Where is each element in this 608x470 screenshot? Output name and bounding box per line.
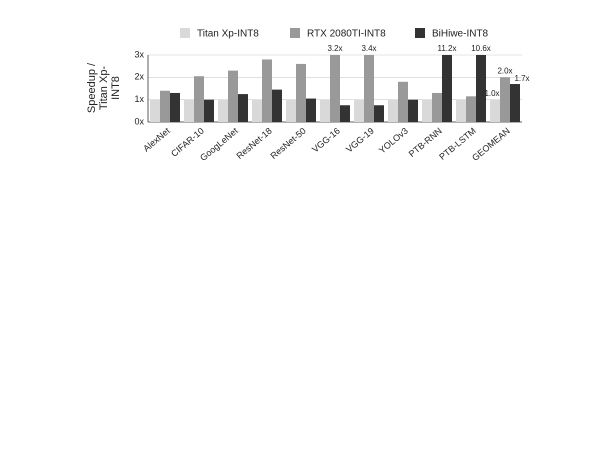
bar: [286, 99, 296, 122]
bar: [364, 55, 374, 122]
bar: [218, 99, 228, 122]
bar: [354, 99, 364, 122]
value-label: 3.4x: [361, 44, 376, 53]
x-tick-label: GEOMEAN: [470, 126, 512, 163]
bar: [228, 70, 238, 122]
bar: [262, 59, 272, 122]
bar: [170, 92, 180, 122]
bar: [160, 90, 170, 122]
value-label: 1.0x: [484, 89, 499, 98]
bar: [510, 84, 520, 122]
legend-label: BiHiwe-INT8: [432, 29, 489, 40]
bar: [272, 89, 282, 122]
value-label: 11.2x: [438, 44, 457, 53]
bar: [432, 92, 442, 122]
bar: [296, 63, 306, 122]
bar: [150, 99, 160, 122]
bar: [204, 99, 214, 122]
value-label: 3.2x: [327, 44, 342, 53]
legend-label: RTX 2080TI-INT8: [307, 29, 386, 40]
y-tick-label: 2x: [134, 72, 144, 82]
x-tick-label: VGG-16: [310, 126, 342, 155]
bar: [476, 55, 486, 122]
bar: [340, 105, 350, 122]
value-label: 10.6x: [471, 44, 491, 53]
legend-swatch: [290, 28, 300, 38]
value-label: 2.0x: [497, 66, 512, 75]
bar: [398, 81, 408, 122]
bar: [490, 99, 500, 122]
bar: [456, 99, 466, 122]
y-tick-label: 3x: [134, 49, 144, 59]
bar: [306, 98, 316, 122]
bar: [374, 105, 384, 122]
bar: [466, 96, 476, 122]
x-tick-label: VGG-19: [344, 126, 376, 155]
bar: [422, 99, 432, 122]
y-axis-title: Speedup /: [86, 62, 98, 113]
bar: [194, 76, 204, 122]
bar: [408, 99, 418, 122]
legend-swatch: [180, 28, 190, 38]
x-tick-label: GoogLeNet: [198, 125, 240, 163]
x-tick-label: ResNet-18: [234, 126, 273, 161]
value-label: 1.7x: [514, 74, 529, 83]
bar: [184, 99, 194, 122]
bar: [330, 55, 340, 122]
y-tick-label: 0x: [134, 116, 144, 126]
x-tick-label: AlexNet: [141, 125, 172, 153]
y-tick-label: 1x: [134, 94, 144, 104]
bar: [500, 77, 510, 122]
bar: [388, 99, 398, 122]
x-tick-label: YOLOv3: [377, 126, 410, 156]
y-axis-title: INT8: [110, 76, 122, 100]
legend-swatch: [415, 28, 425, 38]
x-tick-label: ResNet-50: [268, 126, 307, 161]
bar: [252, 99, 262, 122]
bar: [238, 94, 248, 122]
y-axis-title: Titan Xp-: [98, 66, 110, 111]
bar: [442, 55, 452, 122]
bar: [320, 99, 330, 122]
legend-label: Titan Xp-INT8: [197, 29, 259, 40]
